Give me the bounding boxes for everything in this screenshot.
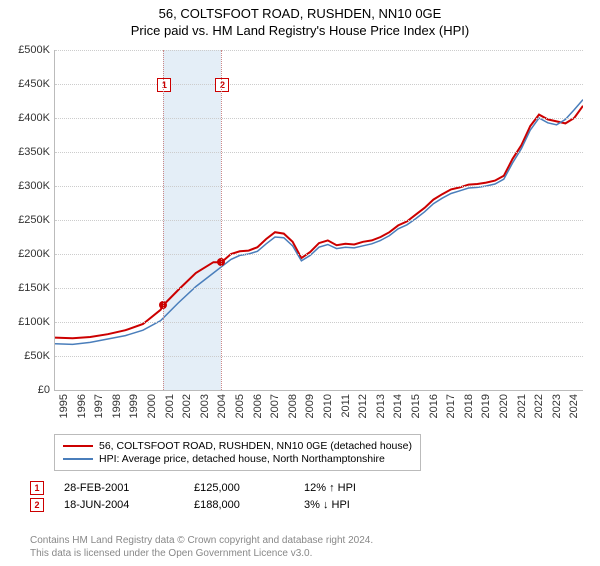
ytick-label: £200K xyxy=(2,248,50,260)
xtick-label: 2008 xyxy=(287,394,299,418)
xtick-label: 2023 xyxy=(551,394,563,418)
gridline xyxy=(55,322,583,323)
ytick-label: £450K xyxy=(2,78,50,90)
xtick-label: 2002 xyxy=(181,394,193,418)
legend-label: HPI: Average price, detached house, Nort… xyxy=(99,453,385,465)
ytick-label: £350K xyxy=(2,146,50,158)
gridline xyxy=(55,220,583,221)
xtick-label: 2016 xyxy=(428,394,440,418)
legend-label: 56, COLTSFOOT ROAD, RUSHDEN, NN10 0GE (d… xyxy=(99,440,412,452)
footer-line1: Contains HM Land Registry data © Crown c… xyxy=(30,534,373,547)
sale-marker: 1 xyxy=(157,78,171,92)
xtick-label: 2006 xyxy=(252,394,264,418)
xtick-label: 2000 xyxy=(146,394,158,418)
series-line xyxy=(55,100,583,345)
gridline xyxy=(55,152,583,153)
ytick-label: £300K xyxy=(2,180,50,192)
xtick-label: 2004 xyxy=(216,394,228,418)
gridline xyxy=(55,50,583,51)
ytick-label: £150K xyxy=(2,282,50,294)
sale-row: 1 28-FEB-2001£125,00012% ↑ HPI xyxy=(30,481,356,495)
xtick-label: 2015 xyxy=(410,394,422,418)
xtick-label: 2005 xyxy=(234,394,246,418)
gridline xyxy=(55,186,583,187)
sale-price: £125,000 xyxy=(194,482,304,494)
legend-swatch xyxy=(63,458,93,460)
series-line xyxy=(55,106,583,338)
sale-marker-line xyxy=(163,50,164,390)
xtick-label: 2020 xyxy=(498,394,510,418)
footer: Contains HM Land Registry data © Crown c… xyxy=(30,534,373,560)
sale-marker-line xyxy=(221,50,222,390)
ytick-label: £250K xyxy=(2,214,50,226)
xtick-label: 2001 xyxy=(164,394,176,418)
sale-row-marker: 2 xyxy=(30,498,44,512)
gridline xyxy=(55,254,583,255)
legend-item: 56, COLTSFOOT ROAD, RUSHDEN, NN10 0GE (d… xyxy=(63,440,412,452)
xtick-label: 1997 xyxy=(93,394,105,418)
title-line2: Price paid vs. HM Land Registry's House … xyxy=(0,23,600,40)
xtick-label: 1999 xyxy=(128,394,140,418)
sale-date: 28-FEB-2001 xyxy=(64,482,194,494)
xtick-label: 1998 xyxy=(111,394,123,418)
gridline xyxy=(55,118,583,119)
sales-table: 1 28-FEB-2001£125,00012% ↑ HPI 2 18-JUN-200… xyxy=(30,478,356,515)
gridline xyxy=(55,288,583,289)
xtick-label: 2013 xyxy=(375,394,387,418)
chart-title: 56, COLTSFOOT ROAD, RUSHDEN, NN10 0GE Pr… xyxy=(0,6,600,40)
xtick-label: 2014 xyxy=(392,394,404,418)
chart: 12 £0£50K£100K£150K£200K£250K£300K£350K£… xyxy=(54,50,582,390)
xtick-label: 2003 xyxy=(199,394,211,418)
ytick-label: £100K xyxy=(2,316,50,328)
xtick-label: 2019 xyxy=(480,394,492,418)
sale-delta: 12% ↑ HPI xyxy=(304,482,356,494)
gridline xyxy=(55,84,583,85)
ytick-label: £500K xyxy=(2,44,50,56)
xtick-label: 1995 xyxy=(58,394,70,418)
ytick-label: £50K xyxy=(2,350,50,362)
sale-marker: 2 xyxy=(215,78,229,92)
sale-row: 2 18-JUN-2004£188,0003% ↓ HPI xyxy=(30,498,356,512)
sale-row-marker: 1 xyxy=(30,481,44,495)
legend-swatch xyxy=(63,445,93,447)
xtick-label: 2012 xyxy=(357,394,369,418)
xtick-label: 2010 xyxy=(322,394,334,418)
xtick-label: 1996 xyxy=(76,394,88,418)
ytick-label: £0 xyxy=(2,384,50,396)
footer-line2: This data is licensed under the Open Gov… xyxy=(30,547,373,560)
xtick-label: 2007 xyxy=(269,394,281,418)
ytick-label: £400K xyxy=(2,112,50,124)
gridline xyxy=(55,356,583,357)
xtick-label: 2024 xyxy=(568,394,580,418)
legend-item: HPI: Average price, detached house, Nort… xyxy=(63,453,412,465)
xtick-label: 2009 xyxy=(304,394,316,418)
sale-price: £188,000 xyxy=(194,499,304,511)
xtick-label: 2021 xyxy=(516,394,528,418)
xtick-label: 2017 xyxy=(445,394,457,418)
legend: 56, COLTSFOOT ROAD, RUSHDEN, NN10 0GE (d… xyxy=(54,434,421,471)
sale-date: 18-JUN-2004 xyxy=(64,499,194,511)
xtick-label: 2018 xyxy=(463,394,475,418)
title-line1: 56, COLTSFOOT ROAD, RUSHDEN, NN10 0GE xyxy=(0,6,600,23)
sale-delta: 3% ↓ HPI xyxy=(304,499,350,511)
xtick-label: 2022 xyxy=(533,394,545,418)
plot-area: 12 xyxy=(54,50,583,391)
xtick-label: 2011 xyxy=(340,394,352,418)
